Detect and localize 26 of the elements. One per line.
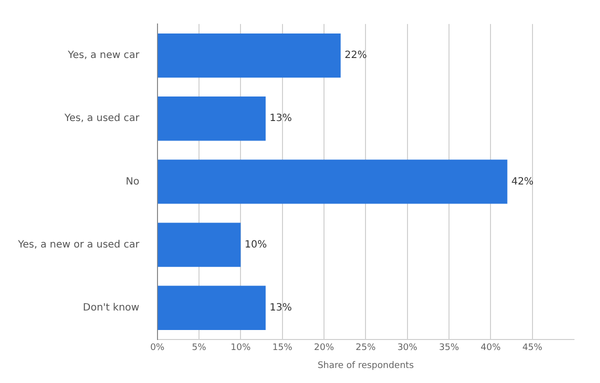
x-tick-label: 30%: [397, 343, 418, 354]
bar: [158, 160, 508, 204]
y-tick-label: Yes, a new car: [66, 50, 140, 62]
y-tick-label: Yes, a used car: [64, 113, 140, 124]
bar: [158, 286, 266, 330]
bar: [158, 222, 241, 267]
bar: [158, 96, 266, 141]
x-tick-label: 40%: [480, 343, 502, 354]
x-tick-label: 35%: [438, 343, 460, 354]
data-label: 13%: [270, 302, 292, 314]
x-tick-label: 20%: [314, 343, 334, 354]
y-tick-label: No: [126, 176, 140, 188]
x-tick-label: 5%: [192, 343, 207, 354]
x-tick-label: 10%: [230, 343, 252, 354]
x-tick-label: 0%: [150, 343, 165, 354]
x-axis-title: Share of respondents: [318, 360, 414, 371]
data-label: 42%: [511, 176, 534, 188]
data-label: 10%: [244, 239, 267, 250]
data-label: 13%: [270, 113, 292, 124]
bar: [158, 33, 341, 78]
x-tick-label: 15%: [272, 343, 293, 354]
x-tick-label: 45%: [522, 343, 543, 354]
x-tick-label: 25%: [356, 343, 376, 354]
y-tick-label: Yes, a new or a used car: [16, 239, 140, 250]
y-tick-label: Don't know: [82, 302, 140, 314]
data-label: 22%: [344, 50, 367, 62]
